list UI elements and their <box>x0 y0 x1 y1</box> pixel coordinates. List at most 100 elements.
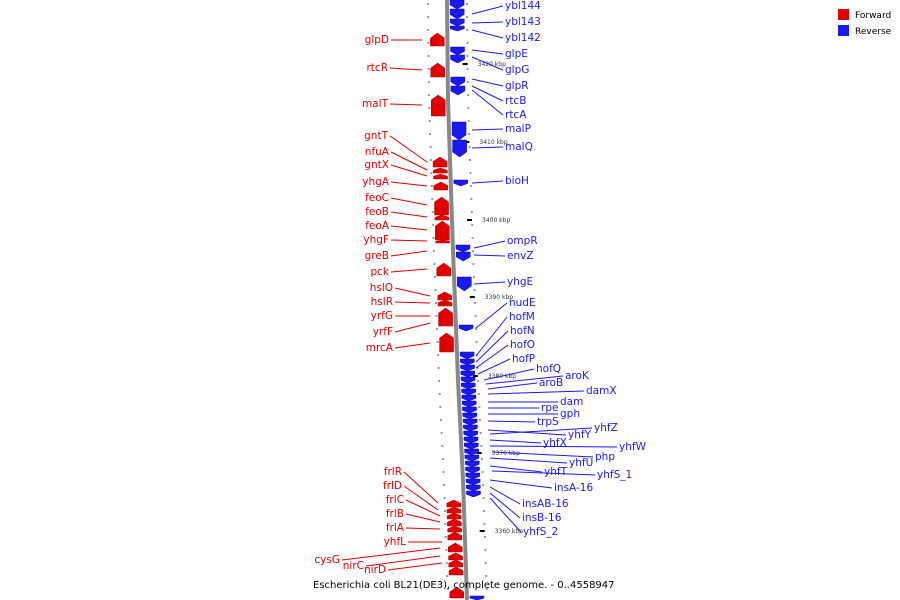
gene-damx-leader <box>487 390 585 395</box>
gene-nird-leader <box>387 562 443 571</box>
gene-yhga-leader <box>390 181 428 187</box>
gene-insa-16-leader <box>489 479 553 489</box>
gene-pck-leader <box>390 268 428 273</box>
gene-yhgf-10-glyph <box>435 239 450 244</box>
gene-hofm-label: hofM <box>509 311 535 323</box>
gene-frlb-21-glyph <box>447 531 463 541</box>
gene-r30-glyph <box>464 442 479 450</box>
tick-label: 3410 kbp <box>479 139 507 146</box>
gene-feoa-label: feoA <box>365 220 390 232</box>
gene-yhfz-leader <box>489 427 593 435</box>
legend: Forward Reverse <box>838 9 892 37</box>
gene-frld-leader <box>403 485 439 511</box>
gene-pck-12-glyph <box>437 291 453 301</box>
gene-yhgf-leader <box>390 239 428 242</box>
gene-rtcr-1-glyph <box>430 62 445 78</box>
gene-hofo-label: hofO <box>510 339 535 351</box>
gene-damx-label: damX <box>586 385 617 397</box>
gene-rpe-label: rpe <box>541 402 558 414</box>
gene-yhge-leader <box>473 281 506 285</box>
gene-r31-glyph <box>464 448 479 456</box>
gene-r26-glyph <box>462 418 478 426</box>
gene-r9-glyph <box>452 139 467 158</box>
gene-hslr-14-glyph <box>438 307 453 327</box>
gene-yrfg-15-glyph <box>439 332 454 353</box>
gene-yhgf-label: yhgF <box>363 234 389 246</box>
gene-hofm-leader <box>475 316 508 357</box>
gene-yrfg-label: yrfG <box>371 310 393 322</box>
gene-trps-label: trpS <box>537 416 559 428</box>
gene-r16-glyph <box>460 358 475 366</box>
gene-yhfz-label: yhfZ <box>594 422 618 434</box>
gene-yrff-label: yrfF <box>373 326 393 338</box>
legend-reverse-label: Reverse <box>855 27 892 37</box>
gene-hofp-label: hofP <box>512 353 535 365</box>
gene-r8-glyph <box>451 121 467 141</box>
gene-frlr-18-glyph <box>446 512 462 520</box>
gene-nfua-leader <box>390 151 428 171</box>
gene-r7-glyph <box>450 85 466 96</box>
gene-group <box>430 0 485 600</box>
legend-forward-swatch <box>838 9 849 20</box>
gene-hslr-label: hslR <box>371 296 393 308</box>
gene-frlc-label: frlC <box>386 494 404 506</box>
gene-rtcb-leader <box>471 85 504 102</box>
gene-arob-leader <box>487 382 538 390</box>
gene-insb-16-label: insB-16 <box>522 512 562 524</box>
gene-mrca-label: mrcA <box>366 342 394 354</box>
gene-ybl142-leader <box>471 29 504 39</box>
gene-glpe-leader <box>471 49 504 55</box>
gene-feoa-9-glyph <box>435 220 450 241</box>
gene-dam-label: dam <box>560 396 583 408</box>
gene-gntt-leader <box>389 135 428 163</box>
gene-yhfu-leader <box>489 457 568 464</box>
gene-nfua-4-glyph <box>433 167 448 174</box>
gene-r12-glyph <box>456 251 471 262</box>
gene-r22-glyph <box>461 394 477 402</box>
gene-php-label: php <box>595 451 615 463</box>
gene-glpd-0-glyph <box>430 32 445 47</box>
gene-yhft-label: yhfT <box>544 466 568 478</box>
gene-r5-glyph <box>450 54 465 64</box>
gene-cysg-24-glyph <box>448 559 464 568</box>
gene-feoa-leader <box>390 225 428 231</box>
gene-r1-glyph <box>449 8 465 20</box>
gene-yhfy-leader <box>487 429 567 436</box>
gene-malp-leader <box>471 128 504 131</box>
gene-frlc-leader <box>405 499 441 517</box>
gene-malq-leader <box>471 146 504 149</box>
legend-reverse-swatch <box>838 25 849 36</box>
gene-insa-16-label: insA-16 <box>554 482 593 494</box>
gene-frld-19-glyph <box>447 518 462 527</box>
gene-yhfs-2-leader <box>489 497 522 533</box>
gene-arok-label: aroK <box>565 370 590 382</box>
gene-r24-glyph <box>462 406 477 414</box>
gene-frla-22-glyph <box>448 542 463 553</box>
gene-yhfw-leader <box>489 445 618 448</box>
gene-yhfx-leader <box>489 439 542 444</box>
gene-r39-glyph <box>469 595 485 600</box>
gene-nird-26-glyph <box>449 586 464 599</box>
gene-yhfw-label: yhfW <box>619 441 647 453</box>
tick-label: 3420 kbp <box>478 61 506 68</box>
gene-mrca-17-glyph <box>446 506 462 514</box>
gene-hofo-leader <box>475 344 509 369</box>
gene-yrff-16-glyph <box>446 499 462 508</box>
gene-r18-glyph <box>460 370 476 378</box>
gene-rtcr-label: rtcR <box>366 62 388 74</box>
gene-insab-16-leader <box>489 486 521 505</box>
gene-r27-glyph <box>463 424 478 432</box>
gene-rtcr-leader <box>389 67 423 71</box>
gene-malt-label: malT <box>362 98 389 110</box>
gene-glpr-leader <box>471 78 504 87</box>
gene-bioh-label: bioH <box>505 175 529 187</box>
gene-pck-label: pck <box>370 266 389 278</box>
gene-insb-16-leader <box>489 492 521 519</box>
gene-r36-glyph <box>465 478 481 486</box>
gene-r21-glyph <box>461 388 476 396</box>
gene-r32-glyph <box>464 454 480 462</box>
genome-backbone <box>445 0 469 600</box>
gene-arob-label: aroB <box>539 377 563 389</box>
